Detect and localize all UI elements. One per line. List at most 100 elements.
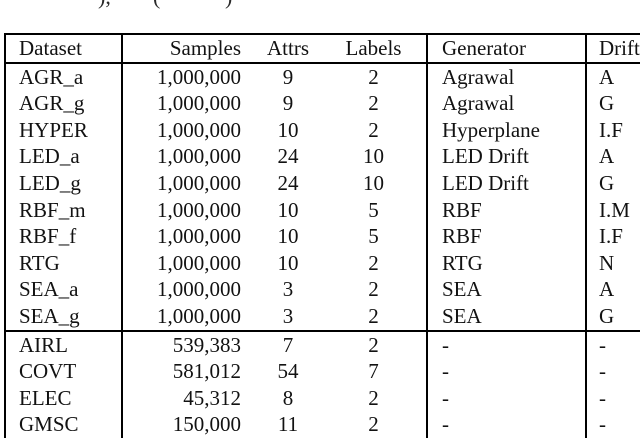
table-cell: 1,000,000 bbox=[157, 170, 241, 195]
cropped-text-fragment: ), ( ) bbox=[0, 0, 640, 9]
table-cell: GMSC bbox=[5, 411, 123, 438]
table-cell: 2 bbox=[321, 384, 428, 412]
table-cell: 54 bbox=[277, 359, 299, 384]
table-row: COVT 581,012 54 7- - bbox=[5, 358, 640, 385]
table-cell: Hyperplane bbox=[427, 116, 587, 144]
table-body-synthetic: AGR_a 1,000,000 9 2 Agrawal A AGR_g 1,000,000 9 2… bbox=[5, 62, 640, 331]
table-cell: A bbox=[599, 144, 615, 169]
table-row: GMSC 150,000 11 2- - bbox=[5, 411, 640, 438]
table-cell: RBF bbox=[427, 196, 587, 224]
table-row: RBF_f 1,000,000 10 5 RBF I.F bbox=[5, 223, 640, 250]
table-cell: 1,000,000 bbox=[157, 91, 241, 116]
table-cell: 2 bbox=[321, 62, 428, 91]
table-cell: G bbox=[599, 303, 615, 328]
table-cell: 1,000,000 bbox=[157, 197, 241, 222]
table-cell: 2 bbox=[321, 249, 428, 277]
table-cell: Agrawal bbox=[427, 90, 587, 117]
table-cell: 45,312 bbox=[183, 385, 241, 410]
text-fragment: ( bbox=[153, 0, 160, 9]
table-row: AGR_a 1,000,000 9 2 Agrawal A bbox=[5, 62, 640, 91]
table-cell: 1,000,000 bbox=[157, 64, 241, 89]
table-row: SEA_a 1,000,000 3 2 SEA A bbox=[5, 276, 640, 303]
table-cell: LED Drift bbox=[427, 169, 587, 197]
table-cell: SEA_a bbox=[5, 276, 123, 303]
table-cell: Agrawal bbox=[427, 62, 587, 91]
table-cell: 1,000,000 bbox=[157, 250, 241, 275]
table-cell: - bbox=[427, 384, 587, 412]
table-cell: A bbox=[599, 277, 615, 302]
table-cell: - bbox=[599, 359, 606, 384]
table-cell: 10 bbox=[321, 169, 428, 197]
table-cell: HYPER bbox=[5, 116, 123, 144]
table-cell: - bbox=[427, 358, 587, 385]
table-cell: RTG bbox=[5, 249, 123, 277]
table-cell: 2 bbox=[321, 330, 428, 359]
table-cell: G bbox=[599, 91, 615, 116]
table-cell: RBF_m bbox=[5, 196, 123, 224]
table-cell: 7 bbox=[282, 332, 294, 357]
table-cell: LED_a bbox=[5, 143, 123, 170]
table-cell: AGR_g bbox=[5, 90, 123, 117]
table-cell: LED Drift bbox=[427, 143, 587, 170]
table-cell: 3 bbox=[282, 277, 294, 302]
table-cell: 10 bbox=[277, 117, 299, 142]
table-cell: - bbox=[599, 385, 606, 410]
dataset-summary-table: Dataset Samples Attrs Labels Generator D… bbox=[4, 33, 640, 438]
table-cell: 2 bbox=[321, 90, 428, 117]
table-cell: I.F bbox=[599, 224, 623, 249]
table-row: ELEC 45,312 8 2- - bbox=[5, 384, 640, 412]
table-row: RBF_m 1,000,000 10 5 RBF I.M bbox=[5, 196, 640, 224]
table-cell: 10 bbox=[277, 197, 299, 222]
table-cell: RBF bbox=[427, 223, 587, 250]
table-cell: 10 bbox=[277, 250, 299, 275]
text-fragment: ), bbox=[98, 0, 111, 9]
table-cell: AGR_a bbox=[5, 62, 123, 91]
column-header-attrs: Attrs bbox=[267, 36, 309, 60]
table-cell: RBF_f bbox=[5, 223, 123, 250]
table-cell: 24 bbox=[277, 144, 299, 169]
table-cell: I.M bbox=[599, 197, 630, 222]
table-row: AIRL 539,383 7 2- - bbox=[5, 330, 640, 359]
table-cell: 7 bbox=[321, 358, 428, 385]
column-header-labels: Labels bbox=[321, 34, 428, 63]
table-cell: 10 bbox=[321, 143, 428, 170]
table-cell: 2 bbox=[321, 411, 428, 438]
table-cell: A bbox=[599, 64, 615, 89]
table-cell: LED_g bbox=[5, 169, 123, 197]
table-cell: 2 bbox=[321, 302, 428, 331]
table-row: LED_a 1,000,000 24 10 LED Drift A bbox=[5, 143, 640, 170]
table-cell: 581,012 bbox=[172, 359, 241, 384]
table-cell: 2 bbox=[321, 116, 428, 144]
table-cell: SEA bbox=[427, 302, 587, 331]
table-cell: - bbox=[427, 330, 587, 359]
table-row: LED_g 1,000,000 24 10 LED Drift G bbox=[5, 169, 640, 197]
table-cell: SEA bbox=[427, 276, 587, 303]
table-cell: 539,383 bbox=[172, 332, 241, 357]
table-cell: 150,000 bbox=[172, 412, 241, 437]
table-body-real: AIRL 539,383 7 2- - COVT 581,012 54 7- - ELEC 45,31… bbox=[5, 330, 640, 438]
table-row: SEA_g 1,000,000 3 2 SEA G bbox=[5, 302, 640, 331]
table-header: Dataset Samples Attrs Labels Generator D… bbox=[5, 34, 640, 63]
table-cell: 8 bbox=[282, 385, 294, 410]
column-header-generator: Generator bbox=[427, 34, 587, 63]
table-cell: ELEC bbox=[5, 384, 123, 412]
table-cell: 10 bbox=[277, 224, 299, 249]
table-header-row: Dataset Samples Attrs Labels Generator D… bbox=[5, 34, 640, 63]
table-cell: AIRL bbox=[5, 330, 123, 359]
table-row: HYPER 1,000,000 10 2 Hyperplane I.F bbox=[5, 116, 640, 144]
table-cell: G bbox=[599, 170, 615, 195]
table-cell: RTG bbox=[427, 249, 587, 277]
table-cell: 2 bbox=[321, 276, 428, 303]
table-cell: 1,000,000 bbox=[157, 303, 241, 328]
table-cell: - bbox=[599, 412, 606, 437]
column-header-samples: Samples bbox=[169, 36, 241, 60]
table-row: RTG 1,000,000 10 2 RTG N bbox=[5, 249, 640, 277]
table-cell: 1,000,000 bbox=[157, 117, 241, 142]
table-cell: 5 bbox=[321, 223, 428, 250]
column-header-dataset: Dataset bbox=[5, 34, 123, 63]
table-cell: 5 bbox=[321, 196, 428, 224]
table-cell: 1,000,000 bbox=[157, 144, 241, 169]
table-row: AGR_g 1,000,000 9 2 Agrawal G bbox=[5, 90, 640, 117]
table-cell: I.F bbox=[599, 117, 623, 142]
